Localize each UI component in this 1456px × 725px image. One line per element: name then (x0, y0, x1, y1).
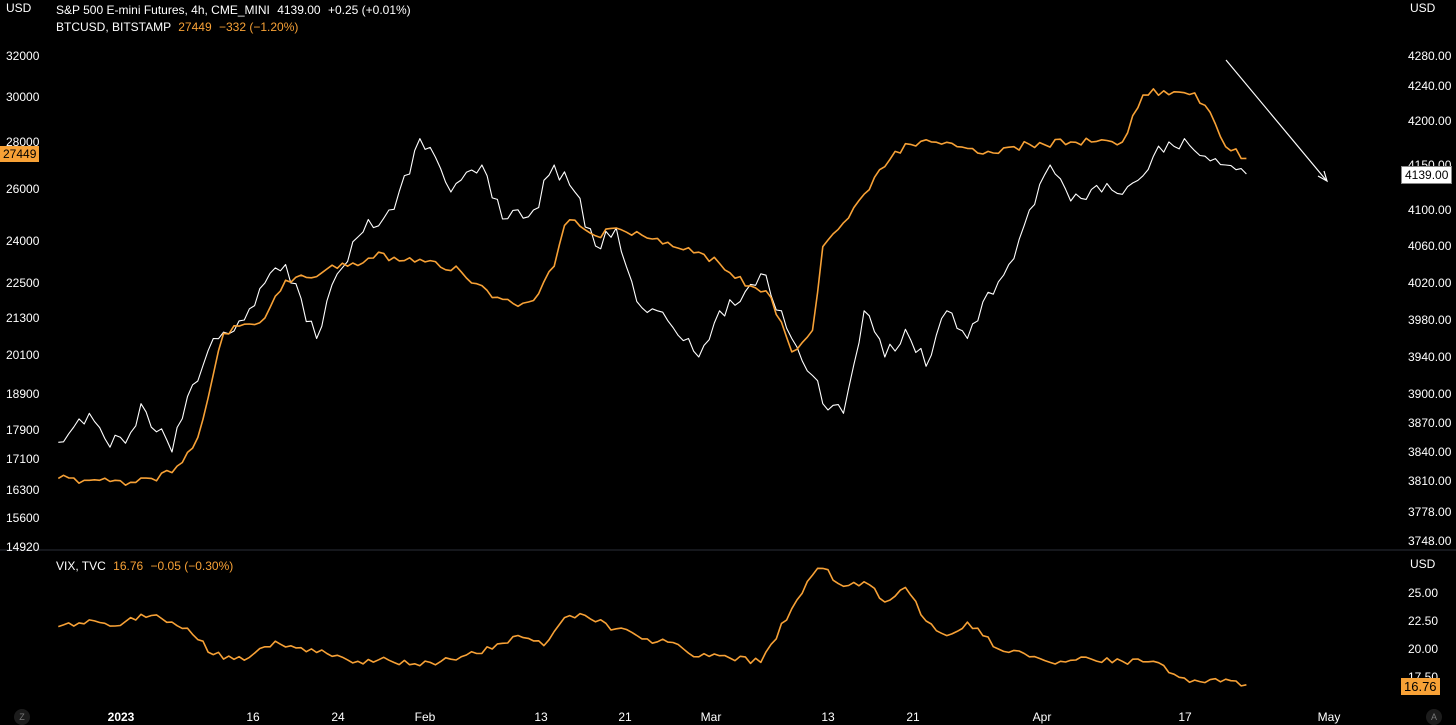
left-axis-tick-label: 24000 (6, 234, 40, 248)
time-axis-tick-label: Mar (700, 710, 722, 724)
vix-axis-tick-label: 25.00 (1408, 586, 1439, 600)
timezone-z-button[interactable]: Z (14, 709, 30, 725)
btc-legend-name: BTCUSD, BITSTAMP (56, 20, 171, 34)
sp500-legend-last: 4139.00 (277, 3, 321, 17)
vix-axis-tick-label: 20.00 (1408, 642, 1439, 656)
left-axis-tick-label: 20100 (6, 348, 40, 362)
time-axis-tick-label: 13 (821, 710, 835, 724)
right-axis-tick-label: 4240.00 (1408, 79, 1452, 93)
sp500-legend-change: +0.25 (+0.01%) (327, 3, 411, 17)
right-axis-tick-label: 3980.00 (1408, 313, 1452, 327)
left-axis-tick-label: 30000 (6, 90, 40, 104)
left-axis-tick-label: 17900 (6, 423, 40, 437)
sp500-legend-name: S&P 500 E-mini Futures, 4h, CME_MINI (56, 3, 270, 17)
sp500-last-price-tag: 4139.00 (1401, 166, 1453, 184)
left-axis-tick-label: 28000 (6, 135, 40, 149)
right-axis-tick-label: 3778.00 (1408, 505, 1452, 519)
sp500-line[interactable] (58, 138, 1247, 453)
right-axis-tick-label: 3940.00 (1408, 350, 1452, 364)
left-axis-tick-label: 22500 (6, 276, 40, 290)
time-axis-tick-label: 21 (618, 710, 632, 724)
right-axis-tick-label: 4060.00 (1408, 239, 1452, 253)
time-axis-tick-label: 13 (534, 710, 548, 724)
time-axis-tick-label: 17 (1178, 710, 1192, 724)
left-axis-tick-label: 18900 (6, 387, 40, 401)
right-axis-tick-label: 3810.00 (1408, 474, 1452, 488)
vix-legend[interactable]: VIX, TVC 16.76 −0.05 (−0.30%) (56, 559, 233, 573)
vix-line[interactable] (58, 567, 1247, 687)
right-axis-tick-label: 3840.00 (1408, 445, 1452, 459)
btc-legend-last: 27449 (178, 20, 212, 34)
btc-last-price-tag: 27449 (0, 146, 40, 162)
time-axis-tick-label: May (1317, 710, 1341, 724)
left-axis-tick-label: 21300 (6, 311, 40, 325)
vix-legend-change: −0.05 (−0.30%) (150, 559, 234, 573)
trend-arrow-line[interactable] (1225, 59, 1327, 181)
vix-legend-last: 16.76 (113, 559, 144, 573)
left-axis-unit: USD (6, 1, 32, 15)
right-axis-tick-label: 4200.00 (1408, 114, 1452, 128)
left-axis-tick-label: 32000 (6, 49, 40, 63)
vix-axis-unit: USD (1410, 557, 1436, 571)
right-axis-tick-label: 4100.00 (1408, 203, 1452, 217)
right-axis-tick-label: 4020.00 (1408, 276, 1452, 290)
left-axis-tick-label: 16300 (6, 483, 40, 497)
left-axis-tick-label: 26000 (6, 182, 40, 196)
btc-legend-change: −332 (−1.20%) (218, 20, 299, 34)
left-axis-tick-label: 15600 (6, 511, 40, 525)
right-axis-tick-label: 3748.00 (1408, 534, 1452, 548)
vix-last-price-tag: 16.76 (1401, 678, 1440, 695)
time-axis-tick-label: Apr (1032, 710, 1052, 724)
right-axis-tick-label: 3900.00 (1408, 387, 1452, 401)
vix-legend-name: VIX, TVC (56, 559, 106, 573)
time-axis-tick-label: 24 (331, 710, 345, 724)
main-plot-area[interactable] (57, 88, 1247, 486)
btc-line[interactable] (57, 88, 1247, 486)
time-axis-tick-label: Feb (414, 710, 436, 724)
right-axis-unit: USD (1410, 1, 1436, 15)
sp500-legend[interactable]: S&P 500 E-mini Futures, 4h, CME_MINI 413… (56, 3, 411, 17)
time-axis-tick-label: 2023 (107, 710, 135, 724)
time-axis-tick-label: 16 (246, 710, 260, 724)
btc-legend[interactable]: BTCUSD, BITSTAMP 27449 −332 (−1.20%) (56, 20, 298, 34)
left-axis-tick-label: 14920 (6, 540, 40, 554)
time-axis-tick-label: 21 (906, 710, 920, 724)
left-axis-tick-label: 17100 (6, 452, 40, 466)
trend-arrow-head (1317, 170, 1328, 183)
vix-plot-area[interactable] (58, 567, 1247, 687)
auto-scale-button[interactable]: A (1426, 709, 1442, 725)
right-axis-tick-label: 4280.00 (1408, 49, 1452, 63)
vix-axis-tick-label: 22.50 (1408, 614, 1439, 628)
right-axis-tick-label: 3870.00 (1408, 416, 1452, 430)
